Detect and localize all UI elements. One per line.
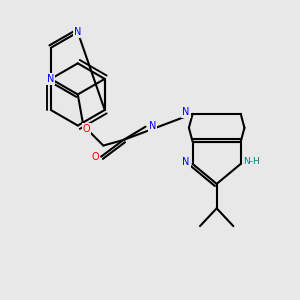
Text: N: N xyxy=(74,27,82,37)
Text: N: N xyxy=(182,107,190,117)
Text: N: N xyxy=(182,157,190,167)
Text: N-H: N-H xyxy=(244,157,260,166)
Text: N: N xyxy=(148,121,156,130)
Text: O: O xyxy=(83,124,91,134)
Text: N: N xyxy=(47,74,55,84)
Text: O: O xyxy=(92,152,99,162)
